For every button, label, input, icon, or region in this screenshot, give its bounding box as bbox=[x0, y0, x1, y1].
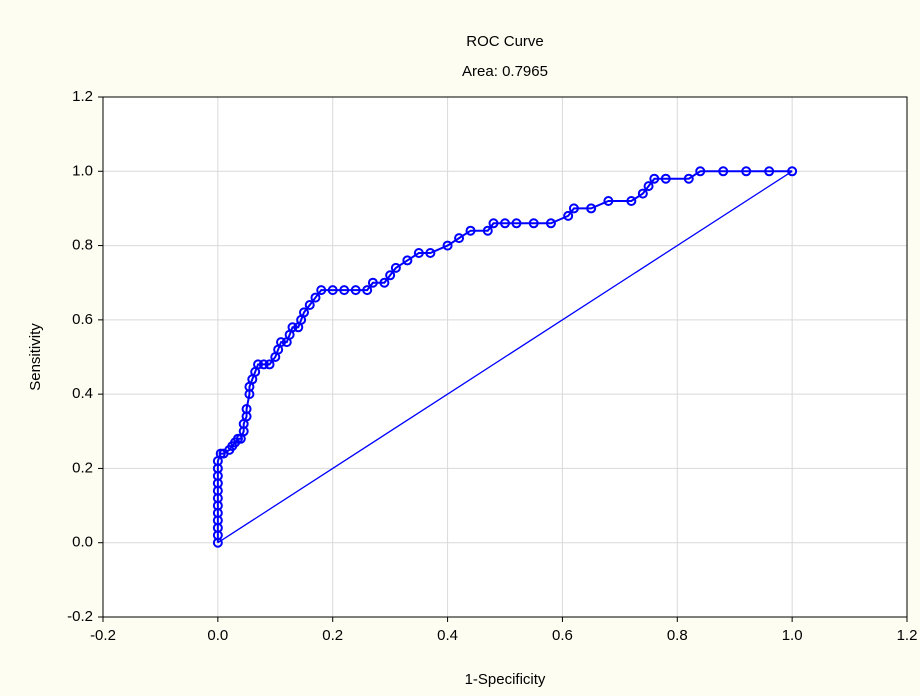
y-tick-label: 0.4 bbox=[72, 385, 93, 402]
roc-point bbox=[683, 173, 694, 184]
roc-point bbox=[425, 248, 436, 258]
y-tick-label: 0.8 bbox=[72, 237, 93, 254]
y-tick-label: -0.2 bbox=[67, 608, 93, 625]
roc-point bbox=[350, 285, 361, 296]
y-tick-label: 1.2 bbox=[72, 88, 93, 105]
y-tick-label: 0.2 bbox=[72, 459, 93, 476]
roc-point bbox=[528, 218, 539, 229]
roc-point bbox=[568, 203, 579, 214]
roc-point bbox=[637, 188, 648, 199]
plot-frame bbox=[102, 96, 908, 618]
roc-point bbox=[511, 218, 522, 229]
roc-point bbox=[586, 203, 597, 214]
roc-point bbox=[454, 233, 465, 244]
y-tick-label: 0.0 bbox=[72, 534, 93, 551]
roc-point bbox=[385, 270, 396, 281]
roc-point bbox=[465, 225, 476, 236]
roc-point bbox=[253, 359, 264, 370]
roc-point bbox=[695, 166, 706, 177]
roc-point bbox=[741, 166, 752, 177]
roc-point bbox=[276, 337, 287, 348]
roc-point bbox=[500, 218, 510, 229]
x-tick-label: 0.4 bbox=[437, 627, 458, 644]
roc-point bbox=[264, 359, 275, 370]
roc-point bbox=[563, 210, 574, 221]
roc-point bbox=[310, 292, 321, 303]
roc-point bbox=[316, 285, 327, 296]
roc-point bbox=[362, 285, 373, 296]
diagonal-line bbox=[217, 170, 793, 544]
roc-point bbox=[545, 218, 556, 229]
x-tick-label: 1.0 bbox=[782, 627, 803, 644]
roc-point bbox=[258, 359, 269, 370]
x-tick-label: 0.8 bbox=[667, 627, 688, 644]
x-tick-label: 1.2 bbox=[897, 627, 918, 644]
roc-point bbox=[379, 277, 390, 288]
roc-point bbox=[482, 225, 493, 236]
x-tick-label: -0.2 bbox=[90, 627, 116, 644]
roc-point bbox=[626, 196, 637, 206]
roc-point bbox=[787, 166, 798, 177]
roc-point bbox=[643, 181, 654, 192]
roc-point bbox=[649, 173, 660, 184]
roc-point bbox=[660, 173, 671, 184]
roc-point bbox=[304, 300, 315, 310]
x-tick-label: 0.0 bbox=[207, 627, 228, 644]
roc-point bbox=[339, 285, 350, 296]
chart-subtitle: Area: 0.7965 bbox=[462, 63, 548, 80]
y-axis-label: Sensitivity bbox=[27, 323, 44, 391]
roc-point bbox=[402, 255, 413, 266]
x-axis-label: 1-Specificity bbox=[465, 671, 546, 688]
x-tick-label: 0.6 bbox=[552, 627, 573, 644]
roc-point bbox=[367, 277, 378, 288]
roc-point bbox=[327, 285, 338, 296]
roc-point bbox=[299, 307, 309, 318]
roc-point bbox=[287, 322, 298, 333]
roc-point bbox=[442, 240, 453, 251]
roc-point bbox=[603, 196, 614, 206]
chart-title: ROC Curve bbox=[466, 33, 544, 50]
x-tick-label: 0.2 bbox=[322, 627, 343, 644]
roc-point bbox=[488, 218, 499, 229]
y-tick-label: 0.6 bbox=[72, 311, 93, 328]
roc-point bbox=[764, 166, 775, 177]
roc-point bbox=[718, 166, 729, 177]
y-tick-label: 1.0 bbox=[72, 162, 93, 179]
roc-line bbox=[216, 170, 793, 543]
roc-point bbox=[413, 248, 424, 258]
roc-point bbox=[390, 262, 401, 273]
roc-point bbox=[241, 404, 252, 414]
